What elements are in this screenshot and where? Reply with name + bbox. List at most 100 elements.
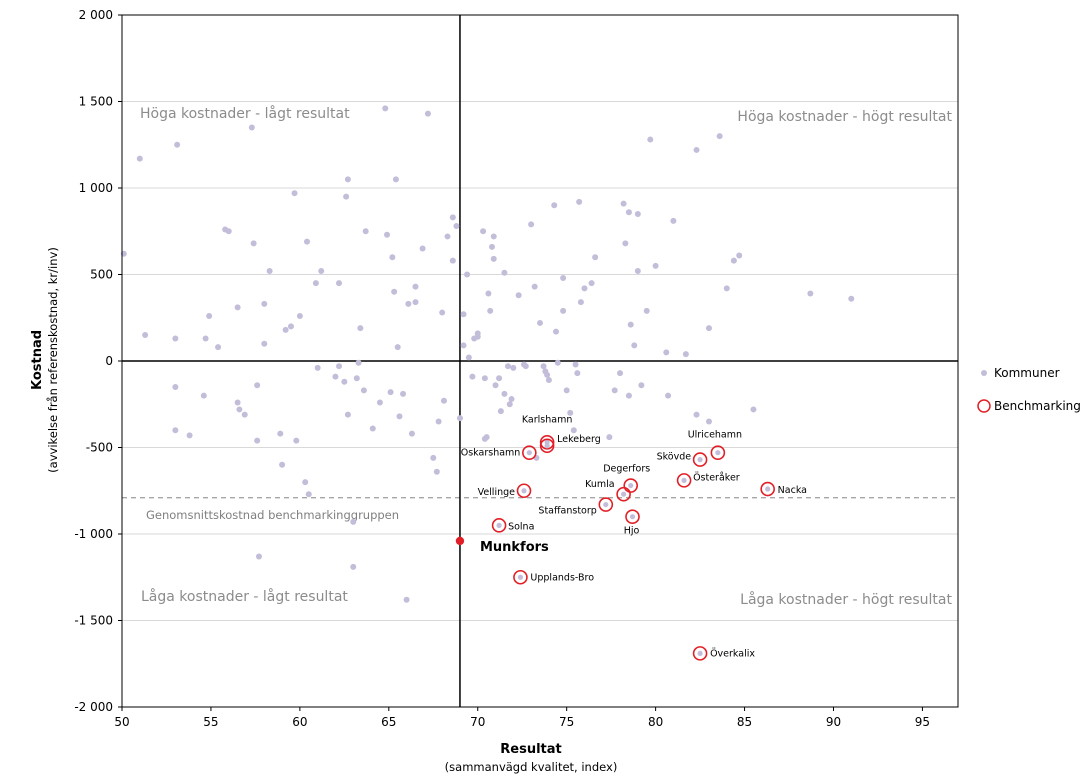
data-point-kommun (537, 319, 543, 326)
data-point-kommun (277, 430, 284, 437)
legend: Kommuner Benchmarking (977, 366, 1081, 413)
legend-marker-kommuner (981, 370, 987, 376)
benchmark-marker-ring (676, 473, 692, 488)
data-point-kommun (343, 193, 350, 200)
data-point-kommun (424, 110, 431, 117)
data-point-kommun (848, 295, 855, 302)
y-tick-label: 500 (90, 268, 113, 282)
data-point-kommun (439, 309, 446, 316)
data-point-kommun (606, 434, 613, 441)
data-point-kommun (391, 288, 398, 295)
x-axis-subtitle: (sammanvägd kvalitet, index) (445, 760, 618, 774)
benchmark-marker-core (697, 650, 703, 656)
data-point-kommun (716, 133, 723, 140)
data-point-kommun (693, 146, 700, 153)
data-point-kommun (136, 155, 143, 162)
data-point-kommun (444, 233, 451, 240)
data-point-kommun (682, 351, 689, 358)
data-point-kommun (544, 371, 551, 378)
data-point-kommun (279, 461, 286, 468)
benchmark-label: Karlshamn (522, 414, 573, 425)
benchmark-marker-core (621, 491, 627, 497)
data-point-kommun (318, 268, 325, 275)
data-point-kommun (620, 200, 627, 207)
x-axis-title: Resultat (500, 742, 561, 757)
x-tick-label: 80 (648, 715, 663, 729)
data-point-kommun (419, 245, 426, 252)
data-point-kommun (570, 427, 577, 434)
data-point-kommun (336, 363, 343, 370)
data-point-kommun (531, 283, 538, 290)
data-point-kommun (723, 285, 730, 292)
data-point-kommun (435, 418, 442, 425)
series-benchmarking: Karlshamn Lekeberg Oskarshamn Ulricehamn Skö… (461, 414, 807, 661)
data-point-kommun (485, 290, 492, 297)
series-kommuner (120, 105, 855, 603)
y-tick-label: -1 000 (74, 527, 113, 541)
data-point-kommun (384, 231, 391, 238)
benchmark-marker-ring (616, 486, 631, 502)
benchmark-marker-core (521, 488, 527, 494)
legend-label-kommuner: Kommuner (994, 366, 1060, 380)
benchmark-marker-core (681, 477, 687, 483)
data-point-kommun (449, 214, 456, 221)
gridlines (122, 14, 958, 708)
benchmark-marker-core (526, 450, 532, 456)
data-point-kommun (408, 430, 415, 437)
data-point-kommun (186, 432, 193, 439)
data-point-kommun (266, 268, 273, 275)
y-tick-label: 1 000 (79, 181, 113, 195)
data-point-kommun (215, 344, 222, 351)
data-point-kommun (225, 228, 232, 235)
data-point-kommun (510, 364, 517, 371)
data-point-kommun (303, 238, 310, 245)
data-point-kommun (382, 105, 389, 112)
benchmark-label: Hjo (624, 526, 640, 537)
data-point-kommun (206, 313, 213, 320)
benchmark-marker-ring (692, 452, 708, 467)
data-point-kommun (736, 252, 743, 259)
benchmark-marker-ring (710, 445, 726, 460)
data-point-kommun (332, 373, 339, 380)
benchmark-marker-core (496, 522, 502, 528)
data-point-kommun (588, 280, 595, 287)
data-point-kommun (576, 198, 583, 205)
benchmark-label: Kumla (585, 479, 615, 490)
benchmark-label: Degerfors (603, 464, 650, 475)
data-point-kommun (465, 354, 472, 361)
data-point-kommun (464, 271, 471, 278)
data-point-kommun (670, 217, 677, 224)
quadrant-label-top-right: Höga kostnader - högt resultat (737, 109, 952, 125)
data-point-kommun (577, 299, 584, 306)
data-point-kommun (202, 335, 209, 342)
benchmark-marker-ring (491, 518, 507, 533)
data-point-kommun (663, 349, 670, 356)
data-point-kommun (551, 202, 558, 209)
data-point-kommun (665, 392, 672, 399)
benchmark-label: Överkalix (710, 648, 755, 659)
data-point-kommun (341, 378, 348, 385)
focus-point-group: Munkfors (455, 536, 549, 555)
data-point-kommun (469, 373, 476, 380)
benchmark-marker-ring (625, 509, 640, 525)
data-point-kommun (350, 518, 357, 525)
data-point-kommun (730, 257, 737, 264)
data-point-kommun (293, 437, 300, 444)
data-point-kommun (174, 141, 181, 148)
data-point-kommun (350, 563, 357, 570)
y-tick-label: 0 (105, 354, 113, 368)
data-point-kommun (631, 342, 638, 349)
y-tick-label: -1 500 (74, 614, 113, 628)
data-point-kommun (490, 233, 497, 240)
data-point-kommun (362, 228, 369, 235)
legend-label-benchmarking: Benchmarking (994, 399, 1081, 413)
data-point-kommun (376, 399, 383, 406)
data-point-kommun (305, 491, 312, 498)
data-point-kommun (460, 311, 467, 318)
y-axis-subtitle: (avvikelse från referenskostnad, kr/inv) (46, 247, 60, 473)
data-point-kommun (460, 342, 467, 349)
benchmark-marker-ring (516, 483, 532, 499)
x-tick-label: 60 (292, 715, 307, 729)
data-point-kommun (353, 375, 360, 382)
data-point-kommun (261, 300, 268, 307)
